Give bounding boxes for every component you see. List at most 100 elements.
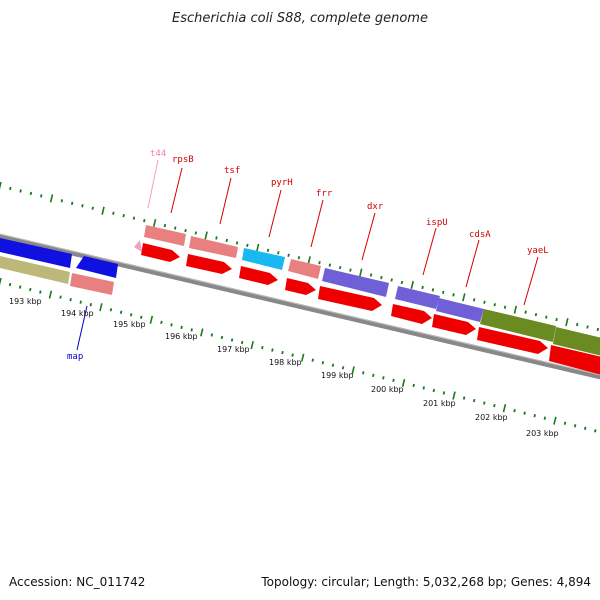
tick-mark xyxy=(380,275,383,280)
tick-mark xyxy=(271,348,274,352)
tick-mark xyxy=(452,391,456,400)
gene-label-tsf: tsf xyxy=(224,166,240,176)
gene-feature xyxy=(0,238,72,268)
tick-mark xyxy=(112,211,115,215)
tick-mark xyxy=(524,310,527,314)
tick-label: 199 kbp xyxy=(321,371,354,380)
tick-label: 198 kbp xyxy=(269,358,302,367)
tick-mark xyxy=(173,226,177,230)
tick-mark xyxy=(200,328,204,337)
gene-label-t44: t44 xyxy=(150,149,166,159)
tick-mark xyxy=(204,231,208,240)
tick-mark xyxy=(190,328,193,332)
tick-mark xyxy=(553,416,557,425)
tick-mark xyxy=(410,280,415,290)
tick-mark xyxy=(533,414,536,418)
tick-mark xyxy=(297,256,301,260)
tick-mark xyxy=(462,293,466,302)
tick-mark xyxy=(101,206,105,215)
tick-mark xyxy=(184,228,187,233)
tick-label: 197 kbp xyxy=(217,345,250,354)
tick-mark xyxy=(400,280,404,285)
tick-mark xyxy=(338,265,342,270)
tick-mark xyxy=(210,333,214,337)
gene-feature xyxy=(395,286,440,309)
tick-mark xyxy=(69,297,72,302)
tick-mark xyxy=(39,290,42,294)
tick-mark xyxy=(29,191,33,196)
tick-mark xyxy=(586,325,589,329)
tick-mark xyxy=(300,353,305,362)
gene-label-ispu: ispU xyxy=(426,218,448,228)
tick-mark xyxy=(361,371,365,375)
tick-mark xyxy=(372,373,375,378)
tick-label: 203 kbp xyxy=(526,429,559,438)
tick-mark xyxy=(390,278,393,282)
accession-text: Accession: NC_011742 xyxy=(9,575,145,589)
gene-feature xyxy=(144,225,186,246)
tick-mark xyxy=(261,345,264,350)
tick-label: 196 kbp xyxy=(165,332,198,341)
tick-mark xyxy=(513,305,518,314)
cds-arrow xyxy=(239,266,278,285)
tick-mark xyxy=(119,310,123,314)
tick-mark xyxy=(40,194,43,198)
map-title: Escherichia coli S88, complete genome xyxy=(172,11,428,26)
cds-arrow xyxy=(549,345,600,375)
tick-mark xyxy=(594,429,597,433)
gene-feature xyxy=(322,268,389,297)
gene-feature xyxy=(242,248,285,270)
gene-labels: t44 rpsB tsf pyrH frr dxr ispU cdsA yaeL… xyxy=(67,149,549,362)
feature-track-inner xyxy=(141,243,600,375)
tick-mark xyxy=(422,386,425,390)
tick-mark xyxy=(49,194,54,203)
tick-mark xyxy=(503,305,507,309)
gene-label-cdsa: cdsA xyxy=(469,230,491,240)
tick-mark xyxy=(18,285,22,289)
tick-mark xyxy=(129,313,133,317)
tick-mark xyxy=(382,376,385,380)
tick-mark xyxy=(132,216,136,220)
tick-mark xyxy=(143,218,146,223)
tick-mark xyxy=(291,353,294,357)
tick-mark xyxy=(328,263,332,267)
tick-mark xyxy=(240,340,244,345)
tick-mark xyxy=(59,295,62,299)
tick-mark xyxy=(277,251,280,255)
tick-mark xyxy=(122,214,125,218)
gene-feature xyxy=(70,273,114,295)
tick-mark xyxy=(19,189,22,193)
tick-label: 195 kbp xyxy=(113,320,146,329)
tick-mark xyxy=(523,411,526,415)
tick-mark xyxy=(194,231,198,235)
tick-mark xyxy=(230,338,234,342)
cds-arrow xyxy=(432,314,476,335)
cds-arrow xyxy=(141,243,180,262)
tick-mark xyxy=(442,391,446,395)
tick-mark xyxy=(472,398,476,403)
tick-mark xyxy=(29,287,32,292)
tick-mark xyxy=(163,223,167,228)
tick-mark xyxy=(349,268,352,272)
gene-feature xyxy=(288,259,321,279)
tick-mark xyxy=(307,256,311,265)
tick-mark xyxy=(441,290,445,295)
tick-mark xyxy=(369,273,373,277)
tick-mark xyxy=(246,243,249,248)
tick-mark xyxy=(0,181,2,190)
tick-mark xyxy=(493,303,496,307)
gene-feature xyxy=(76,256,118,278)
tick-mark xyxy=(431,288,435,292)
tick-mark xyxy=(452,293,455,297)
gene-feature xyxy=(189,236,238,258)
tick-mark xyxy=(0,277,2,286)
gene-label-pyrh: pyrH xyxy=(271,178,293,188)
tick-mark xyxy=(321,361,325,365)
cds-arrow xyxy=(391,304,432,324)
tick-mark xyxy=(8,282,12,287)
tick-mark xyxy=(573,424,577,428)
tick-mark xyxy=(401,378,406,387)
tick-mark xyxy=(48,290,53,299)
inner-tick-ring xyxy=(0,277,597,433)
tick-mark xyxy=(99,303,103,312)
